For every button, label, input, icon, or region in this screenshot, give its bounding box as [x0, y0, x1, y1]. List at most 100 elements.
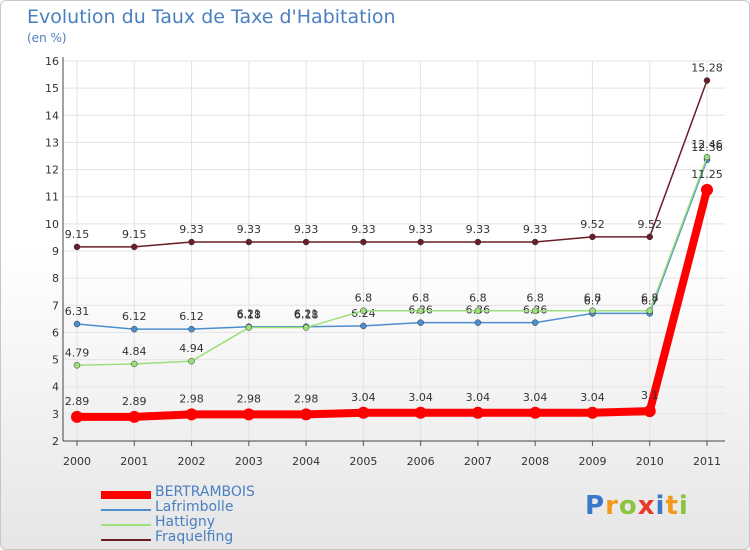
point-bertrambois	[185, 408, 198, 421]
data-label-hattigny: 6.8	[469, 292, 487, 305]
legend-label-hattigny: Hattigny	[155, 514, 216, 530]
chart-title: Evolution du Taux de Taxe d'Habitation	[27, 6, 396, 28]
y-tick-label: 12	[45, 164, 59, 177]
data-label-bertrambois: 2.98	[237, 392, 262, 405]
point-hattigny	[703, 153, 711, 161]
y-tick-label: 14	[45, 109, 59, 122]
y-tick-label: 16	[45, 55, 59, 68]
x-tick-label: 2000	[63, 455, 91, 468]
y-tick-label: 7	[52, 299, 59, 312]
data-label-fraquelfing: 9.33	[294, 223, 319, 236]
point-bertrambois	[643, 405, 656, 418]
x-tick-label: 2008	[521, 455, 549, 468]
data-label-lafrimbolle: 12.36	[691, 141, 723, 154]
point-hattigny	[531, 307, 539, 314]
data-label-hattigny: 6.18	[237, 309, 262, 322]
data-label-lafrimbolle: 6.21	[294, 308, 319, 321]
legend-swatch-hattigny	[101, 524, 151, 526]
legend-label-bertrambois: BERTRAMBOIS	[155, 484, 255, 500]
data-label-fraquelfing: 9.52	[580, 218, 605, 231]
data-label-lafrimbolle: 6.12	[122, 310, 147, 323]
data-label-bertrambois: 3.04	[351, 391, 376, 404]
data-label-fraquelfing: 9.15	[122, 228, 147, 241]
data-label-fraquelfing: 9.33	[351, 223, 376, 236]
data-label-bertrambois: 3.04	[408, 391, 433, 404]
x-tick-label: 2004	[292, 455, 320, 468]
point-hattigny	[131, 360, 138, 368]
point-bertrambois	[71, 410, 83, 423]
data-label-bertrambois: 2.98	[294, 392, 319, 405]
point-hattigny	[245, 324, 253, 331]
data-label-bertrambois: 11.25	[691, 168, 723, 181]
data-label-hattigny: 6.8	[526, 292, 544, 305]
point-bertrambois	[701, 183, 713, 196]
point-bertrambois	[357, 406, 370, 419]
y-tick-label: 13	[45, 136, 59, 149]
data-label-lafrimbolle: 6.31	[65, 305, 90, 318]
data-label-hattigny: 6.18	[294, 309, 319, 322]
data-label-bertrambois: 3.1	[641, 389, 659, 402]
y-tick-label: 3	[52, 408, 59, 421]
series-line-fraquelfing	[76, 79, 708, 248]
y-tick-label: 15	[45, 82, 59, 95]
point-fraquelfing	[703, 77, 711, 84]
data-label-fraquelfing: 9.52	[637, 218, 662, 231]
x-tick-label: 2005	[349, 455, 377, 468]
point-hattigny	[360, 307, 367, 314]
point-bertrambois	[300, 408, 313, 421]
point-bertrambois	[471, 406, 484, 419]
point-bertrambois	[414, 406, 427, 419]
point-bertrambois	[128, 410, 141, 423]
y-tick-label: 5	[52, 354, 59, 367]
series-line-hattigny	[76, 156, 708, 367]
y-tick-label: 4	[52, 381, 59, 394]
legend-swatch-bertrambois	[101, 491, 151, 499]
point-lafrimbolle	[131, 325, 138, 333]
series-line-lafrimbolle	[76, 159, 708, 330]
y-tick-label: 10	[45, 218, 59, 231]
data-label-fraquelfing: 9.33	[237, 223, 262, 236]
data-label-hattigny: 6.8	[355, 292, 373, 305]
point-hattigny	[73, 362, 81, 369]
point-fraquelfing	[531, 238, 539, 246]
point-hattigny	[188, 357, 195, 365]
y-tick-label: 6	[52, 326, 59, 339]
legend-swatch-fraquelfing	[101, 539, 151, 541]
legend-label-fraquelfing: Fraquelfing	[155, 529, 234, 545]
data-label-fraquelfing: 9.33	[523, 223, 548, 236]
point-lafrimbolle	[73, 320, 81, 328]
point-fraquelfing	[245, 238, 253, 246]
point-lafrimbolle	[188, 325, 195, 333]
data-label-hattigny: 6.8	[641, 292, 659, 305]
point-fraquelfing	[360, 238, 367, 246]
data-label-bertrambois: 3.04	[580, 391, 605, 404]
y-tick-label: 11	[45, 191, 59, 204]
data-label-hattigny: 4.94	[179, 342, 204, 355]
data-label-hattigny: 6.8	[584, 292, 602, 305]
x-tick-label: 2006	[407, 455, 435, 468]
point-lafrimbolle	[474, 319, 482, 326]
point-bertrambois	[242, 408, 255, 421]
data-label-bertrambois: 3.04	[523, 391, 548, 404]
data-label-lafrimbolle: 6.12	[179, 310, 204, 323]
legend-label-lafrimbolle: Lafrimbolle	[155, 499, 234, 515]
point-fraquelfing	[646, 233, 653, 241]
data-label-bertrambois: 2.98	[179, 392, 204, 405]
legend-swatch-lafrimbolle	[101, 509, 151, 511]
data-label-bertrambois: 2.89	[65, 395, 90, 408]
y-tick-label: 8	[52, 272, 59, 285]
x-tick-label: 2010	[636, 455, 664, 468]
point-hattigny	[474, 307, 482, 314]
point-hattigny	[646, 307, 653, 314]
point-fraquelfing	[131, 243, 138, 251]
point-fraquelfing	[417, 238, 424, 246]
data-label-fraquelfing: 15.28	[691, 62, 723, 75]
data-label-hattigny: 4.84	[122, 345, 147, 358]
point-hattigny	[417, 307, 424, 314]
x-tick-label: 2007	[464, 455, 492, 468]
x-tick-label: 2009	[578, 455, 606, 468]
point-lafrimbolle	[417, 319, 424, 326]
x-tick-label: 2011	[693, 455, 721, 468]
